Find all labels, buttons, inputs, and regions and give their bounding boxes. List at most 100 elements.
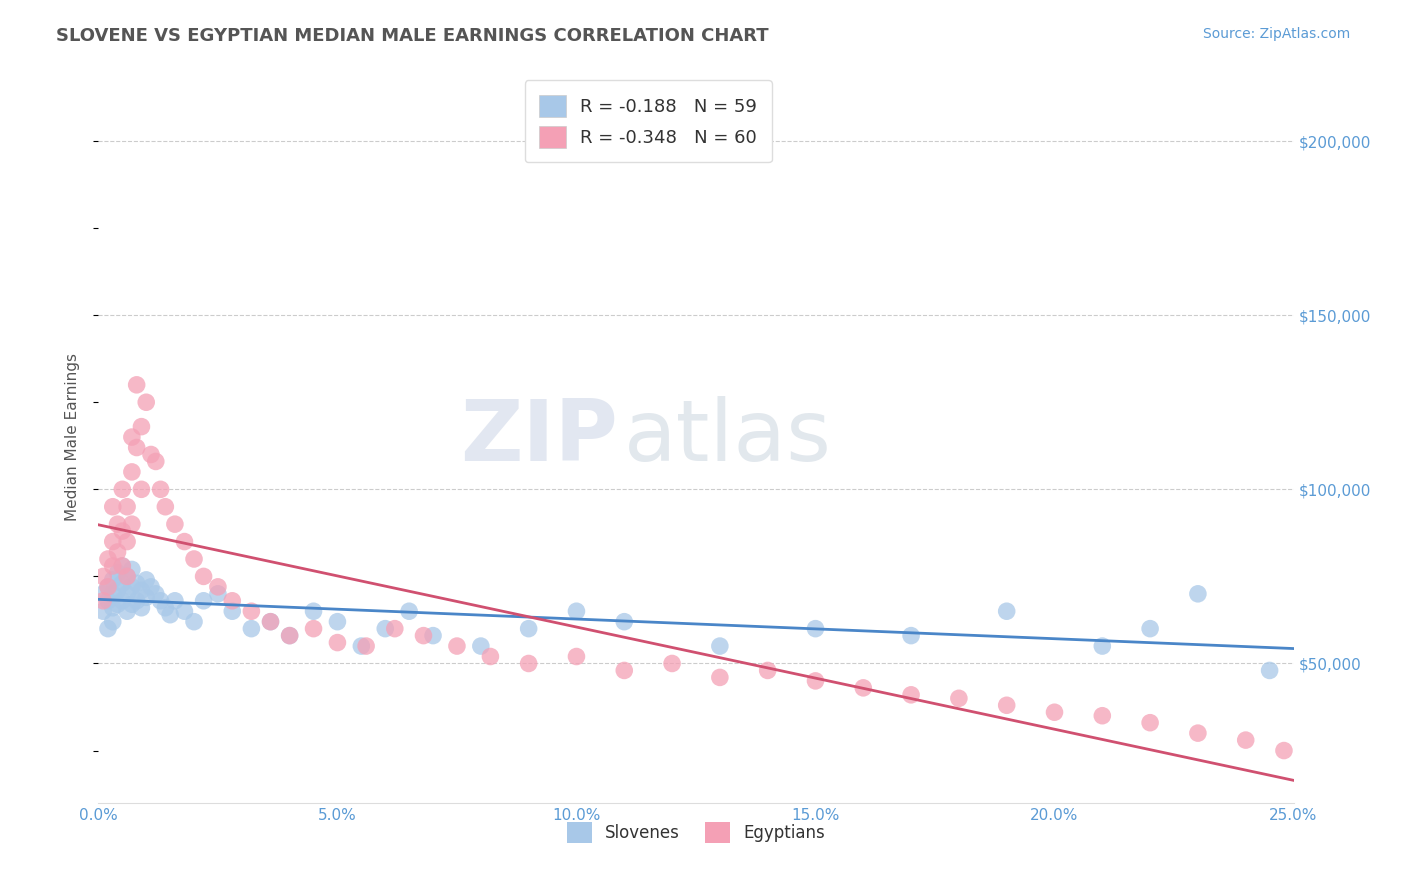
Point	[350, 639, 373, 653]
Point	[1091, 639, 1114, 653]
Point	[149, 594, 172, 608]
Point	[221, 604, 243, 618]
Point	[107, 566, 129, 580]
Point	[159, 607, 181, 622]
Point	[107, 517, 129, 532]
Text: ZIP: ZIP	[461, 395, 619, 479]
Point	[517, 657, 540, 671]
Point	[111, 558, 134, 573]
Point	[259, 615, 281, 629]
Point	[1139, 622, 1161, 636]
Point	[412, 629, 434, 643]
Point	[804, 622, 827, 636]
Point	[183, 552, 205, 566]
Point	[107, 597, 129, 611]
Point	[121, 465, 143, 479]
Point	[115, 569, 138, 583]
Point	[1234, 733, 1257, 747]
Point	[101, 573, 124, 587]
Point	[207, 587, 229, 601]
Point	[115, 569, 138, 583]
Point	[125, 377, 148, 392]
Legend: Slovenes, Egyptians: Slovenes, Egyptians	[560, 815, 832, 849]
Point	[278, 629, 301, 643]
Point	[1139, 715, 1161, 730]
Point	[709, 639, 731, 653]
Point	[479, 649, 502, 664]
Point	[149, 483, 172, 497]
Point	[111, 558, 134, 573]
Point	[240, 622, 263, 636]
Point	[326, 615, 349, 629]
Point	[193, 594, 215, 608]
Point	[107, 545, 129, 559]
Point	[91, 569, 114, 583]
Point	[613, 664, 636, 678]
Point	[948, 691, 970, 706]
Text: atlas: atlas	[624, 395, 832, 479]
Point	[302, 622, 325, 636]
Point	[121, 580, 143, 594]
Point	[139, 580, 162, 594]
Point	[613, 615, 636, 629]
Point	[221, 594, 243, 608]
Point	[131, 483, 153, 497]
Text: Source: ZipAtlas.com: Source: ZipAtlas.com	[1202, 27, 1350, 41]
Point	[384, 622, 406, 636]
Point	[125, 594, 148, 608]
Point	[115, 534, 138, 549]
Point	[97, 580, 120, 594]
Point	[97, 594, 120, 608]
Point	[661, 657, 683, 671]
Point	[354, 639, 377, 653]
Point	[115, 500, 138, 514]
Point	[101, 587, 124, 601]
Point	[135, 573, 157, 587]
Point	[111, 576, 134, 591]
Point	[278, 629, 301, 643]
Point	[517, 622, 540, 636]
Point	[470, 639, 492, 653]
Point	[173, 534, 195, 549]
Point	[135, 591, 157, 605]
Point	[101, 600, 124, 615]
Point	[155, 600, 177, 615]
Point	[101, 558, 124, 573]
Point	[446, 639, 468, 653]
Point	[709, 670, 731, 684]
Point	[565, 604, 588, 618]
Point	[121, 517, 143, 532]
Point	[135, 395, 157, 409]
Point	[756, 664, 779, 678]
Point	[115, 587, 138, 601]
Point	[91, 587, 114, 601]
Point	[145, 454, 167, 468]
Point	[240, 604, 263, 618]
Point	[163, 517, 186, 532]
Point	[1091, 708, 1114, 723]
Point	[173, 604, 195, 618]
Point	[374, 622, 396, 636]
Point	[107, 583, 129, 598]
Point	[193, 569, 215, 583]
Point	[97, 552, 120, 566]
Point	[900, 688, 922, 702]
Text: SLOVENE VS EGYPTIAN MEDIAN MALE EARNINGS CORRELATION CHART: SLOVENE VS EGYPTIAN MEDIAN MALE EARNINGS…	[56, 27, 769, 45]
Point	[852, 681, 875, 695]
Point	[131, 419, 153, 434]
Point	[995, 698, 1018, 713]
Point	[1187, 726, 1209, 740]
Point	[145, 587, 167, 601]
Point	[565, 649, 588, 664]
Point	[121, 430, 143, 444]
Point	[422, 629, 444, 643]
Point	[125, 441, 148, 455]
Point	[125, 576, 148, 591]
Point	[900, 629, 922, 643]
Point	[97, 580, 120, 594]
Point	[804, 673, 827, 688]
Point	[326, 635, 349, 649]
Point	[183, 615, 205, 629]
Point	[207, 580, 229, 594]
Point	[91, 604, 114, 618]
